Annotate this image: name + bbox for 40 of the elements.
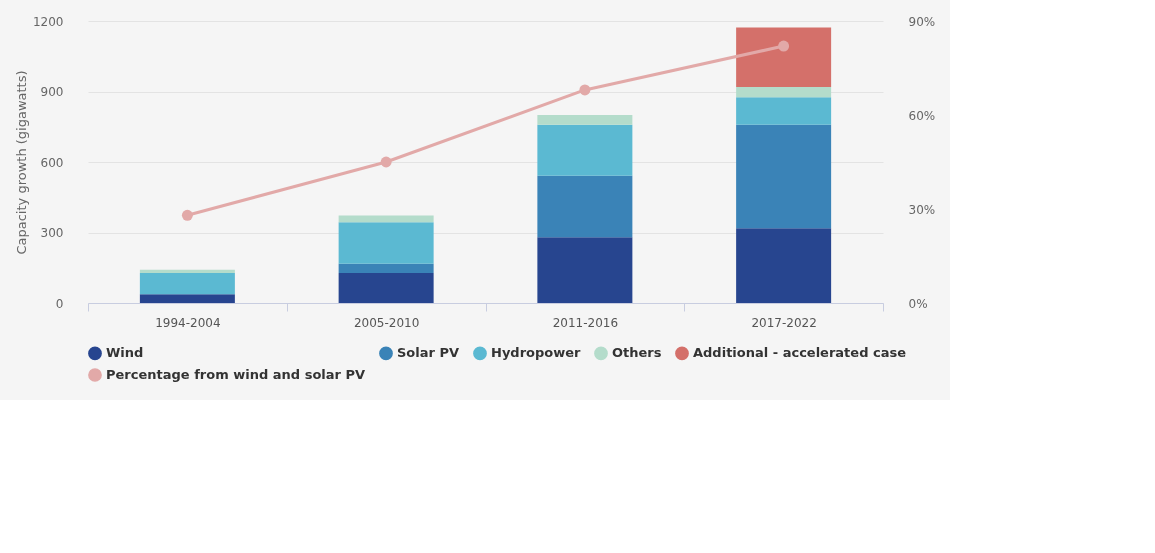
bar xyxy=(338,263,434,273)
bar xyxy=(338,272,434,303)
bar xyxy=(537,237,633,303)
bar xyxy=(338,222,434,264)
y-tick-label: 900 xyxy=(40,85,64,99)
y-tick-label: 300 xyxy=(40,226,64,240)
bar xyxy=(736,27,832,88)
y-axis-title: Capacity growth (gigawatts) xyxy=(13,70,29,255)
bar xyxy=(139,269,235,273)
x-tick-label: 2005-2010 xyxy=(353,315,420,330)
x-tick-label: 2011-2016 xyxy=(552,315,619,330)
point xyxy=(579,84,591,96)
x-tick-label: 2017-2022 xyxy=(751,315,817,330)
bar xyxy=(736,228,832,303)
legend-label: Percentage from wind and solar PV xyxy=(106,367,366,382)
bar xyxy=(537,175,633,238)
legend-label: Wind xyxy=(106,345,144,361)
y2-tick-label: 60% xyxy=(908,108,936,123)
bar xyxy=(736,87,832,98)
legend-label: Hydropower xyxy=(491,345,582,361)
y2-tick-label: 0% xyxy=(908,296,928,311)
y2-tick-label: 30% xyxy=(908,202,936,217)
point xyxy=(181,209,193,221)
legend-label: Additional - accelerated case xyxy=(693,345,907,361)
bar xyxy=(139,272,235,295)
bar xyxy=(537,124,633,176)
legend-label: Solar PV xyxy=(397,345,460,361)
bar xyxy=(139,294,235,303)
point xyxy=(380,156,392,168)
y-tick-label: 1200 xyxy=(32,14,64,29)
y2-tick-label: 90% xyxy=(908,14,936,29)
y-tick-label: 0 xyxy=(55,296,64,311)
bar xyxy=(338,215,434,223)
bar xyxy=(736,97,832,125)
bar xyxy=(537,115,633,125)
y-tick-label: 600 xyxy=(40,155,64,170)
point xyxy=(778,40,790,52)
bar xyxy=(736,124,832,229)
legend-label: Others xyxy=(612,345,662,361)
x-tick-label: 1994-2004 xyxy=(155,315,221,330)
